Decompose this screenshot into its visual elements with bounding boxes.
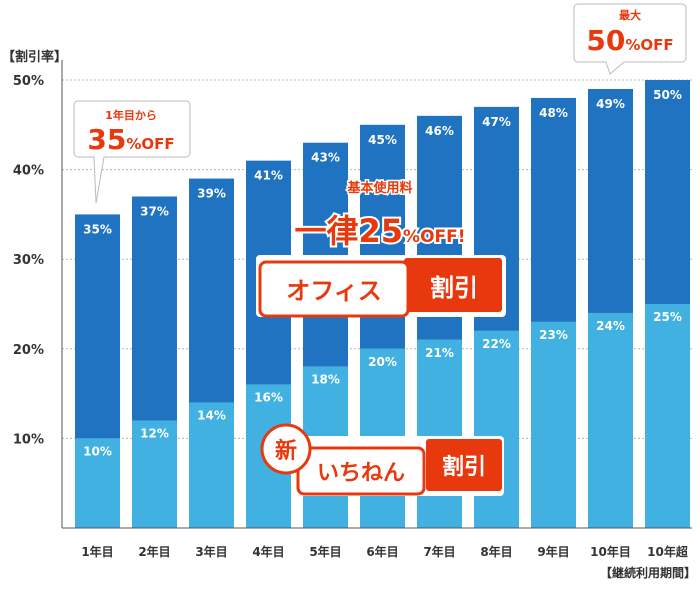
data-label-ichinen: 21% <box>425 346 454 360</box>
bar-ichinen-segment <box>588 312 633 528</box>
banner-headline: 一律25%OFF! <box>294 212 465 250</box>
data-label-total: 49% <box>596 97 625 111</box>
bar-office-segment <box>645 80 690 304</box>
y-tick-label: 40% <box>13 164 44 179</box>
callout-first-year-value: 35%OFF <box>87 123 174 156</box>
callout-first-year-caption: 1年目から <box>105 108 157 122</box>
data-label-total: 41% <box>254 169 283 183</box>
y-tick-label: 30% <box>13 253 44 268</box>
x-tick-label: 2年目 <box>138 544 170 559</box>
bar-ichinen-segment <box>75 438 120 528</box>
badge-office-name: オフィス <box>286 277 382 305</box>
bar-ichinen-segment <box>645 304 690 528</box>
data-label-ichinen: 23% <box>539 328 568 342</box>
bar-office-segment <box>75 214 120 439</box>
x-tick-label: 7年目 <box>423 544 455 559</box>
callout-max-value: 50%OFF <box>586 24 673 57</box>
bar-office-segment <box>588 88 633 313</box>
x-tick-label: 10年超 <box>647 544 689 559</box>
y-axis-title: 【割引率】 <box>2 50 68 65</box>
data-label-ichinen: 25% <box>653 310 682 324</box>
bar-ichinen-segment <box>132 420 177 528</box>
bar-ichinen-segment <box>189 402 234 528</box>
callout-first-year <box>73 100 191 204</box>
data-label-ichinen: 12% <box>140 426 169 440</box>
badge-ichinen-suffix-bg <box>426 439 502 491</box>
data-label-ichinen: 20% <box>368 355 397 369</box>
x-tick-label: 6年目 <box>366 544 398 559</box>
badge-ichinen-suffix: 割引 <box>442 454 486 480</box>
badge-office-name-box <box>258 260 410 318</box>
badge-ichinen-prefix: 新 <box>275 438 297 464</box>
badge-ichinen-name: いちねん <box>317 461 405 486</box>
x-tick-label: 9年目 <box>537 544 569 559</box>
data-label-total: 43% <box>311 151 340 165</box>
y-tick-label: 20% <box>13 343 44 358</box>
data-label-total: 50% <box>653 88 682 102</box>
data-label-total: 47% <box>482 115 511 129</box>
data-label-ichinen: 14% <box>197 409 226 423</box>
data-label-ichinen: 18% <box>311 373 340 387</box>
bar-ichinen-segment <box>531 321 576 528</box>
x-axis-title: 【継続利用期間】 <box>599 566 696 580</box>
data-label-ichinen: 24% <box>596 319 625 333</box>
x-tick-label: 5年目 <box>309 544 341 559</box>
data-label-total: 48% <box>539 106 568 120</box>
bar-office-segment <box>531 97 576 322</box>
x-tick-label: 10年目 <box>590 544 631 559</box>
bar-office-segment <box>189 178 234 403</box>
callout-max-caption: 最大 <box>619 8 641 22</box>
bar-ichinen-segment <box>417 339 462 528</box>
x-tick-label: 4年目 <box>252 544 284 559</box>
data-label-ichinen: 16% <box>254 391 283 405</box>
badge-office-suffix: 割引 <box>430 274 478 302</box>
y-tick-label: 50% <box>13 74 44 89</box>
x-tick-label: 1年目 <box>81 544 113 559</box>
data-label-ichinen: 10% <box>83 444 112 458</box>
bar-office-segment <box>303 142 348 367</box>
bar-ichinen-segment <box>474 330 519 528</box>
x-tick-label: 8年目 <box>480 544 512 559</box>
data-label-total: 35% <box>83 222 112 236</box>
badge-ichinen-prefix-circle <box>260 423 312 475</box>
data-label-ichinen: 22% <box>482 337 511 351</box>
data-label-total: 46% <box>425 124 454 138</box>
data-label-total: 39% <box>197 187 226 201</box>
badge-office-suffix-bg <box>404 258 502 312</box>
callout-max <box>573 3 687 75</box>
banner-caption: 基本使用料 <box>346 180 412 196</box>
bar-office-segment <box>132 196 177 421</box>
y-tick-label: 10% <box>13 432 44 447</box>
data-label-total: 37% <box>140 204 169 218</box>
x-tick-label: 3年目 <box>195 544 227 559</box>
data-label-total: 45% <box>368 133 397 147</box>
